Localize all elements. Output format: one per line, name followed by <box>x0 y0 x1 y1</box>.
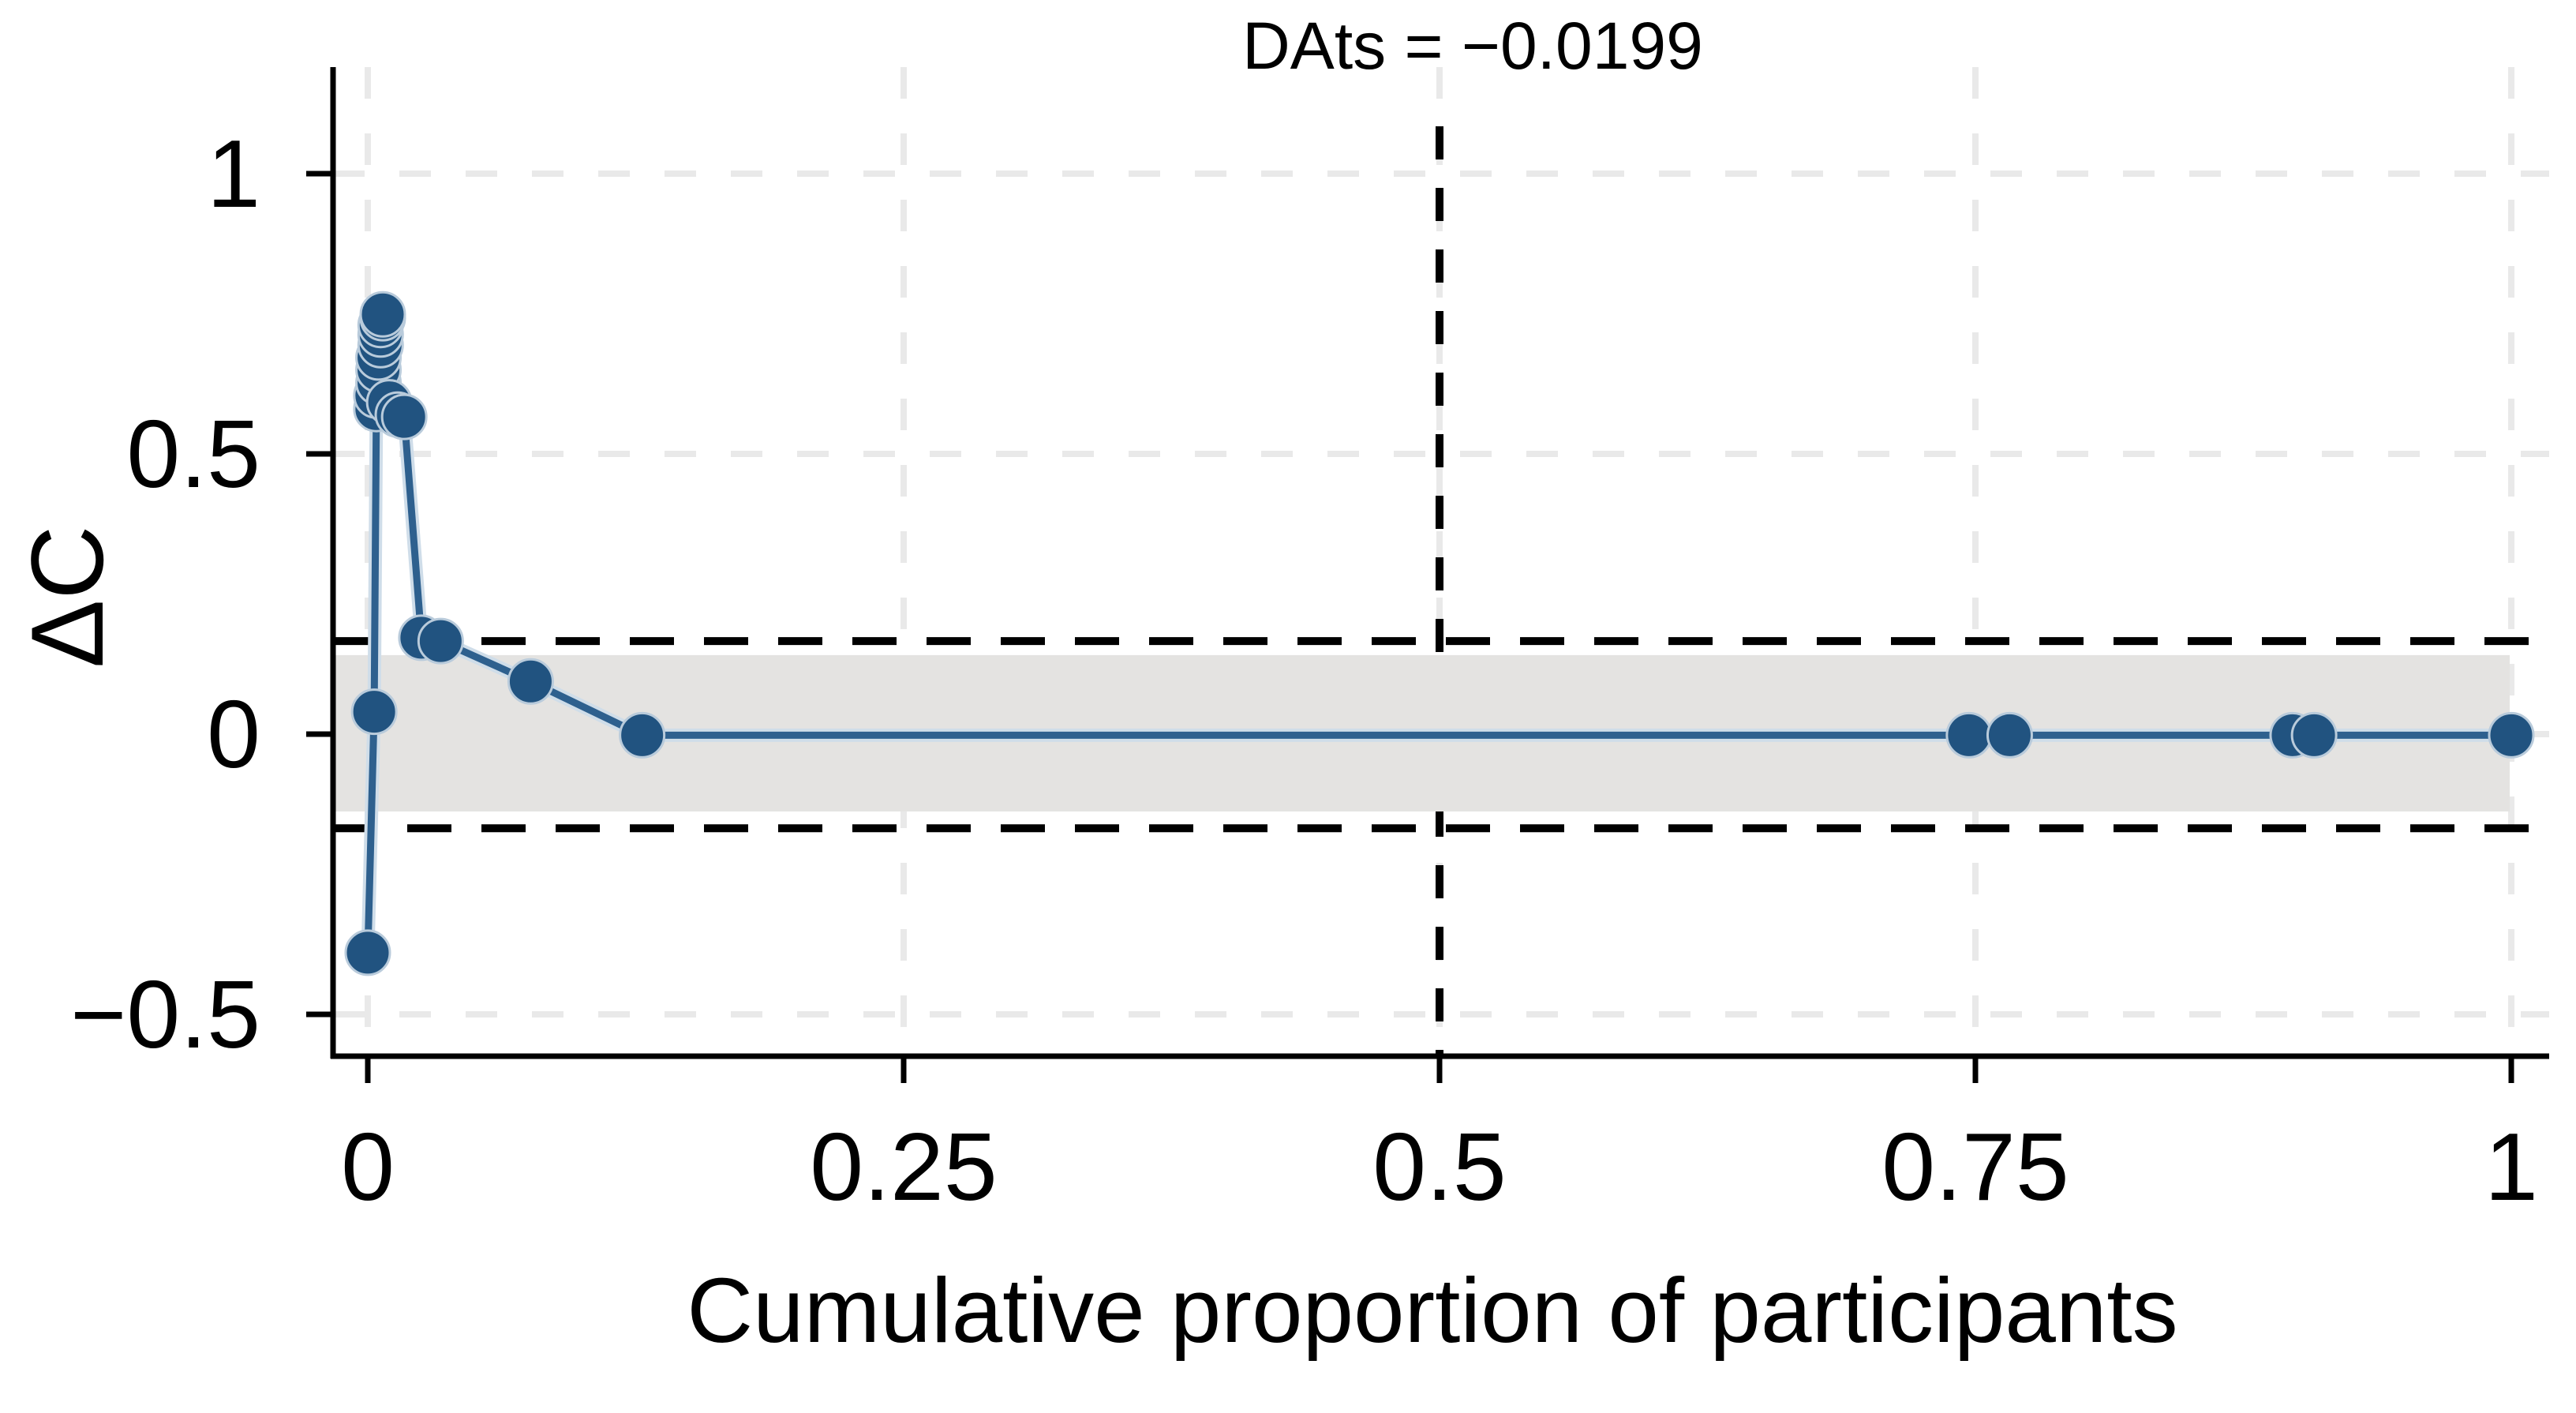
y-tick-label: −0.5 <box>70 961 260 1068</box>
data-point <box>380 393 428 440</box>
tick-labels: 1 0.5 0 −0.5 0 0.25 0.5 0.75 1 <box>70 120 2538 1220</box>
data-point <box>1945 711 1993 759</box>
x-tick-label: 0.25 <box>810 1113 997 1220</box>
x-tick-label: 0.5 <box>1372 1113 1507 1220</box>
x-tick-label: 0 <box>341 1113 395 1220</box>
x-tick-label: 0.75 <box>1881 1113 2069 1220</box>
data-point <box>2290 711 2338 759</box>
data-point <box>350 688 398 736</box>
y-axis-title: ΔC <box>9 526 125 669</box>
y-tick-label: 0 <box>207 680 260 788</box>
data-point <box>2488 711 2535 759</box>
y-tick-label: 0.5 <box>126 400 260 508</box>
data-point <box>1986 711 2033 759</box>
data-point <box>344 929 391 976</box>
data-series <box>344 290 2535 976</box>
chart-title: DAts = −0.0199 <box>1242 9 1703 83</box>
data-point <box>359 290 406 338</box>
x-axis-title: Cumulative proportion of participants <box>687 1259 2177 1362</box>
x-tick-label: 1 <box>2484 1113 2538 1220</box>
data-point <box>507 658 554 705</box>
data-point <box>417 617 464 665</box>
axes <box>306 67 2549 1083</box>
y-tick-label: 1 <box>207 120 260 227</box>
data-point <box>619 711 666 759</box>
